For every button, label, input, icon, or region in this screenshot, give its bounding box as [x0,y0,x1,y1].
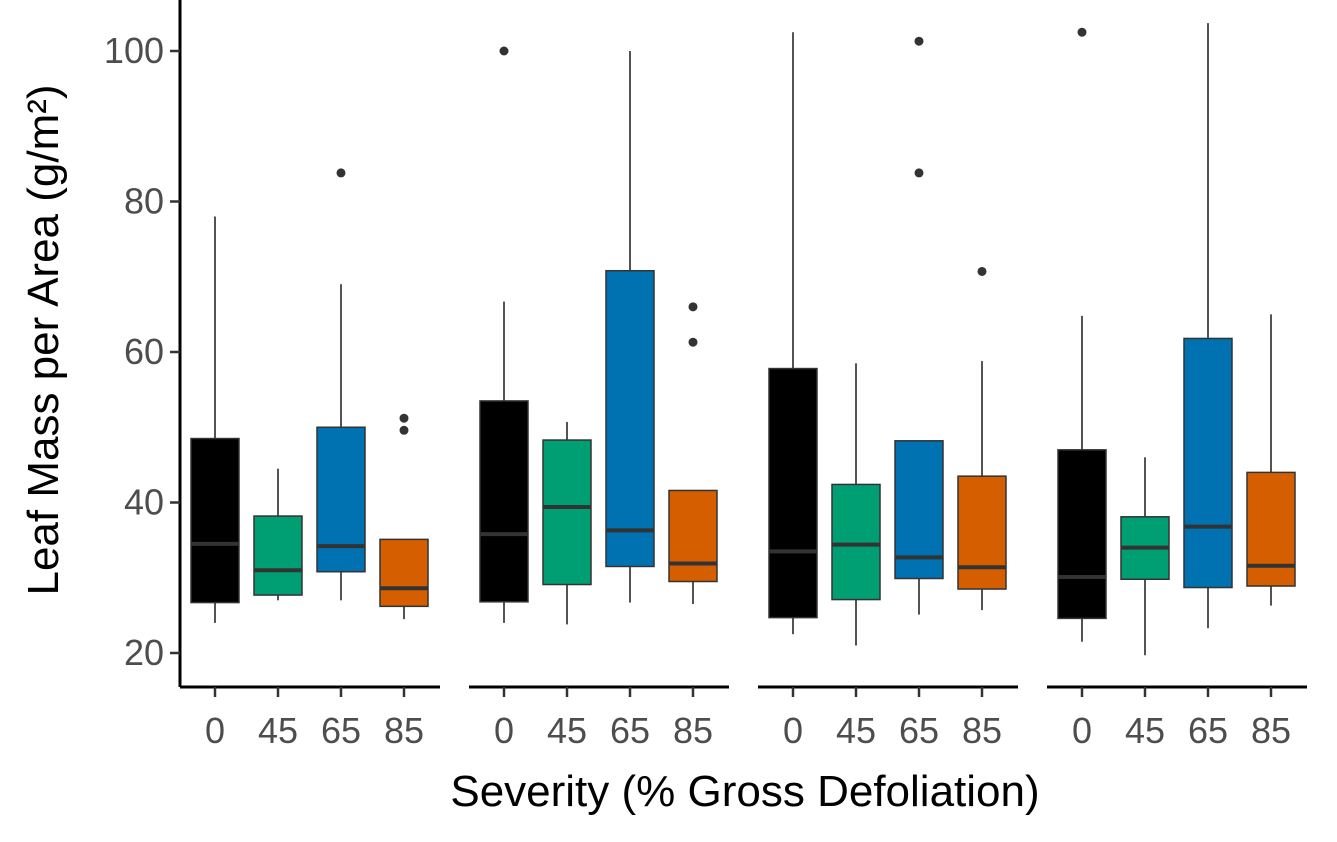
box-rect [605,269,655,568]
box-45: 45 [1120,457,1170,751]
x-tick-label: 0 [494,710,514,751]
box-rect [1057,449,1107,620]
outlier-point [1077,27,1087,37]
box-45: 45 [831,363,881,751]
x-tick-label: 45 [547,710,587,751]
box-rect [379,538,429,608]
x-axis-title: Severity (% Gross Defoliation) [450,767,1039,816]
box-rect [479,400,529,603]
box-0: 0 [190,216,240,751]
x-tick-label: 0 [205,710,225,751]
x-tick-label: 85 [384,710,424,751]
y-tick-label: 20 [124,632,164,673]
x-tick-label: 0 [783,710,803,751]
box-0: 0 [479,46,529,751]
y-axis-title: Leaf Mass per Area (g/m²) [19,84,68,595]
panels: 0 45 65 85 0 45 65 85 0 45 65 85 0 45 65 85 [180,23,1307,751]
outlier-point [336,168,346,178]
box-85: 85 [379,413,429,751]
box-0: 0 [768,32,818,751]
x-tick-label: 45 [258,710,298,751]
panel-3: 0 45 65 85 [758,32,1018,751]
box-85: 85 [957,266,1007,751]
x-tick-label: 65 [899,710,939,751]
box-65: 65 [316,168,366,751]
outlier-point [977,266,987,276]
box-rect [957,475,1007,590]
y-tick-label: 60 [124,331,164,372]
x-tick-label: 65 [321,710,361,751]
x-tick-label: 0 [1072,710,1092,751]
y-tick-label: 100 [104,30,164,71]
outlier-point [399,413,409,423]
box-65: 65 [605,51,655,751]
panel-2: 0 45 65 85 [469,46,729,751]
x-tick-label: 85 [1251,710,1291,751]
box-85: 85 [1246,314,1296,751]
panel-4: 0 45 65 85 [1047,23,1307,751]
outlier-point [914,36,924,46]
x-tick-label: 65 [1188,710,1228,751]
box-rect [1246,471,1296,587]
box-rect [768,367,818,619]
box-rect [542,439,592,586]
outlier-point [688,337,698,347]
outlier-point [914,168,924,178]
y-tick-label: 40 [124,482,164,523]
box-85: 85 [668,302,718,751]
box-45: 45 [542,421,592,751]
box-65: 65 [1183,23,1233,751]
box-0: 0 [1057,27,1107,751]
box-rect [668,489,718,583]
outlier-point [499,46,509,56]
x-tick-label: 65 [610,710,650,751]
y-tick-label: 80 [124,181,164,222]
y-axis: 20 40 60 80 100 [104,0,182,687]
box-45: 45 [253,468,303,751]
outlier-point [399,425,409,435]
panel-1: 0 45 65 85 [180,168,440,751]
box-65: 65 [894,36,944,751]
x-tick-label: 45 [1125,710,1165,751]
box-rect [316,426,366,573]
outlier-point [688,302,698,312]
x-tick-label: 45 [836,710,876,751]
x-tick-label: 85 [673,710,713,751]
box-rect [190,437,240,604]
box-rect [1183,337,1233,589]
box-rect [253,515,303,596]
box-rect [831,483,881,601]
x-tick-label: 85 [962,710,1002,751]
